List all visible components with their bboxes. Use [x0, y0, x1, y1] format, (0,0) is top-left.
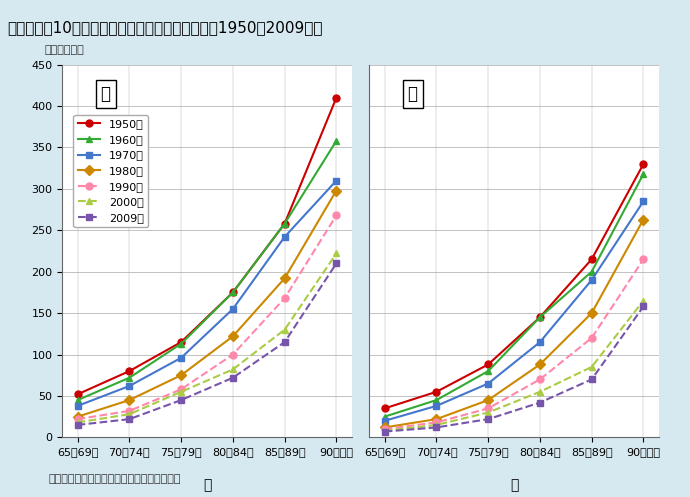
Text: 男: 男 — [101, 85, 110, 103]
Text: 女: 女 — [408, 85, 417, 103]
X-axis label: 男: 男 — [203, 478, 211, 492]
Text: 資料：厚生労働省「人口動態統計」より作成: 資料：厚生労働省「人口動態統計」より作成 — [48, 474, 181, 484]
X-axis label: 女: 女 — [510, 478, 518, 492]
Text: （人口千対）: （人口千対） — [45, 45, 85, 55]
Text: 図１－１－10　高齢者の性・年齢階級別死亡率（1950～2009年）: 図１－１－10 高齢者の性・年齢階級別死亡率（1950～2009年） — [7, 20, 322, 35]
Legend: 1950年, 1960年, 1970年, 1980年, 1990年, 2000年, 2009年: 1950年, 1960年, 1970年, 1980年, 1990年, 2000年… — [73, 115, 148, 227]
